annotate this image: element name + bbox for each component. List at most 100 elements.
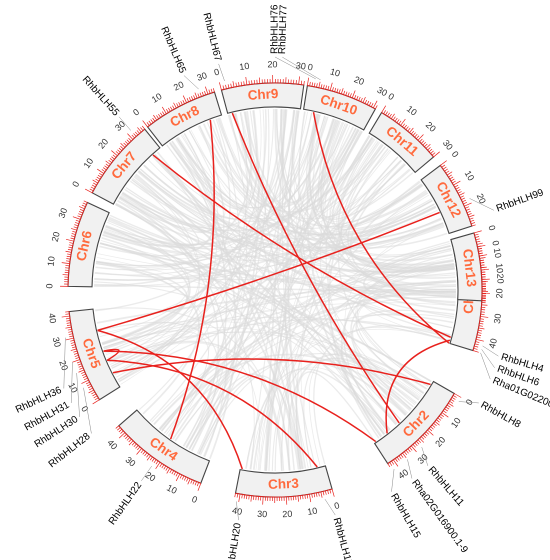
- tick-mark: [298, 76, 300, 85]
- tick-mark: [475, 338, 484, 342]
- tick-mark: [468, 214, 475, 218]
- tick-mark: [315, 492, 318, 497]
- tick-label: 40: [231, 505, 243, 517]
- tick-mark: [144, 452, 148, 457]
- tick-mark: [83, 200, 88, 203]
- background-link: [118, 285, 456, 383]
- gene-leader-line: [63, 337, 66, 389]
- tick-mark: [173, 471, 177, 476]
- tick-mark: [478, 252, 483, 255]
- gene-leader-line: [70, 362, 73, 403]
- tick-mark: [171, 470, 175, 475]
- tick-mark: [422, 434, 426, 438]
- tick-mark: [65, 238, 74, 242]
- tick-label: 40: [47, 313, 58, 324]
- tick-mark: [79, 367, 84, 370]
- tick-mark: [68, 331, 73, 333]
- background-link: [313, 325, 451, 465]
- background-link: [94, 283, 456, 293]
- tick-mark: [473, 347, 478, 350]
- tick-mark: [210, 88, 213, 93]
- gene-leader-line: [282, 56, 321, 81]
- gene-leader-line: [324, 498, 336, 516]
- tick-mark: [472, 350, 479, 353]
- tick-mark: [74, 224, 79, 227]
- tick-mark: [471, 224, 476, 227]
- background-link: [308, 358, 417, 466]
- tick-mark: [115, 151, 120, 155]
- tick-mark: [400, 454, 404, 458]
- tick-mark: [479, 254, 488, 257]
- background-link: [250, 263, 455, 470]
- tick-mark: [409, 447, 413, 451]
- background-link: [108, 218, 414, 408]
- collinear-link: [152, 154, 452, 338]
- tick-mark: [150, 119, 154, 123]
- gene-label-g77: RhbHLH77: [277, 4, 290, 54]
- background-link: [259, 222, 444, 471]
- tick-mark: [469, 217, 474, 220]
- tick-mark: [92, 393, 97, 397]
- tick-mark: [476, 240, 481, 243]
- tick-mark: [140, 449, 144, 454]
- tick-mark: [70, 228, 77, 231]
- tick-mark: [133, 133, 137, 137]
- tick-mark: [405, 450, 409, 454]
- tick-mark: [477, 247, 482, 250]
- tick-mark: [387, 463, 391, 468]
- tick-mark: [320, 84, 323, 89]
- collinear-link: [385, 339, 451, 434]
- tick-mark: [235, 82, 237, 87]
- tick-mark: [419, 437, 425, 443]
- tick-baseline: [91, 128, 145, 194]
- tick-mark: [166, 108, 169, 113]
- tick-mark: [462, 199, 467, 203]
- tick-mark: [475, 238, 480, 241]
- tick-mark: [396, 119, 400, 123]
- tick-mark: [318, 492, 320, 497]
- tick-mark: [77, 215, 82, 218]
- tick-mark: [161, 464, 165, 469]
- tick-mark: [204, 91, 207, 96]
- background-link: [158, 353, 411, 430]
- tick-mark: [425, 144, 431, 149]
- tick-mark: [86, 383, 91, 387]
- tick-mark: [186, 98, 190, 102]
- tick-mark: [69, 335, 74, 338]
- tick-label: 10: [329, 66, 341, 78]
- tick-mark: [422, 142, 426, 146]
- tick-label: 0: [307, 62, 314, 73]
- tick-mark: [476, 242, 483, 245]
- tick-mark: [327, 490, 329, 495]
- background-link: [110, 169, 411, 367]
- tick-mark: [128, 440, 134, 446]
- tick-mark: [475, 341, 480, 343]
- tick-mark: [477, 334, 482, 336]
- tick-mark: [417, 439, 421, 443]
- tick-mark: [155, 460, 159, 465]
- tick-mark: [66, 324, 72, 326]
- tick-label: 30: [196, 70, 209, 83]
- tick-mark: [97, 174, 102, 178]
- tick-mark: [449, 400, 454, 404]
- tick-mark: [325, 85, 327, 90]
- tick-mark: [137, 446, 141, 451]
- tick-mark: [136, 130, 140, 134]
- tick-mark: [61, 262, 70, 264]
- tick-mark: [309, 81, 311, 86]
- tick-mark: [440, 160, 447, 166]
- tick-mark: [109, 158, 114, 162]
- tick-mark: [478, 325, 483, 327]
- tick-mark: [450, 178, 455, 182]
- tick-mark: [441, 412, 449, 418]
- background-synteny-links: [94, 108, 457, 472]
- tick-mark: [105, 160, 111, 165]
- tick-label: 20: [353, 74, 366, 87]
- background-link: [166, 144, 309, 468]
- tick-label: 20: [433, 435, 447, 449]
- tick-label: 40: [396, 467, 410, 481]
- collinear-link: [103, 348, 120, 361]
- tick-label: 0: [79, 404, 90, 414]
- background-link: [188, 118, 241, 450]
